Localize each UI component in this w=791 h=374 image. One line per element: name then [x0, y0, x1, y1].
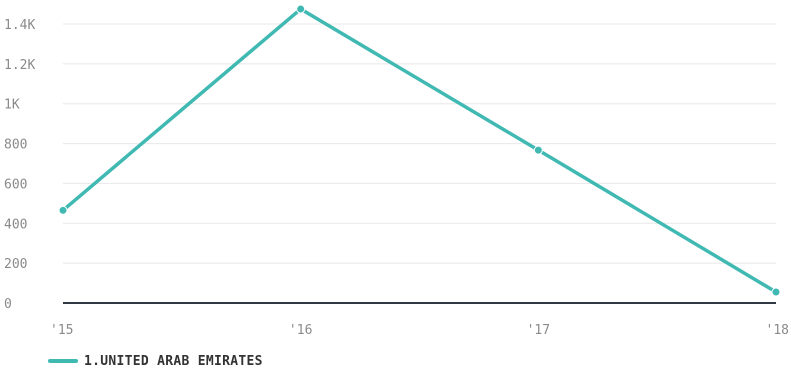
data-point	[771, 287, 781, 297]
y-tick-label: 1K	[4, 98, 20, 113]
series-line	[61, 7, 778, 294]
x-tick-label: '16	[289, 323, 312, 338]
x-axis: '15 '16 '17 '18	[50, 302, 789, 338]
x-tick-label: '18	[766, 323, 789, 338]
y-tick-label: 400	[4, 217, 27, 232]
legend-label-series-1: 1.UNITED ARAB EMIRATES	[84, 353, 263, 369]
data-point	[58, 205, 68, 215]
y-tick-label: 200	[4, 257, 27, 272]
legend-swatch	[48, 359, 78, 363]
y-tick-label: 0	[4, 297, 12, 312]
x-tick-label: '17	[527, 323, 550, 338]
gridlines	[63, 23, 776, 264]
data-point	[533, 145, 543, 155]
y-tick-label: 600	[4, 177, 27, 192]
y-tick-label: 1.2K	[4, 58, 35, 73]
legend[interactable]: 1.UNITED ARAB EMIRATES	[48, 353, 263, 369]
x-tick-label: '15	[50, 323, 73, 338]
series-group	[58, 4, 781, 297]
data-point	[296, 4, 306, 14]
y-axis: 0 200 400 600 800 1K 1.2K 1.4K	[4, 18, 35, 312]
y-tick-label: 1.4K	[4, 18, 35, 33]
y-tick-label: 800	[4, 138, 27, 153]
